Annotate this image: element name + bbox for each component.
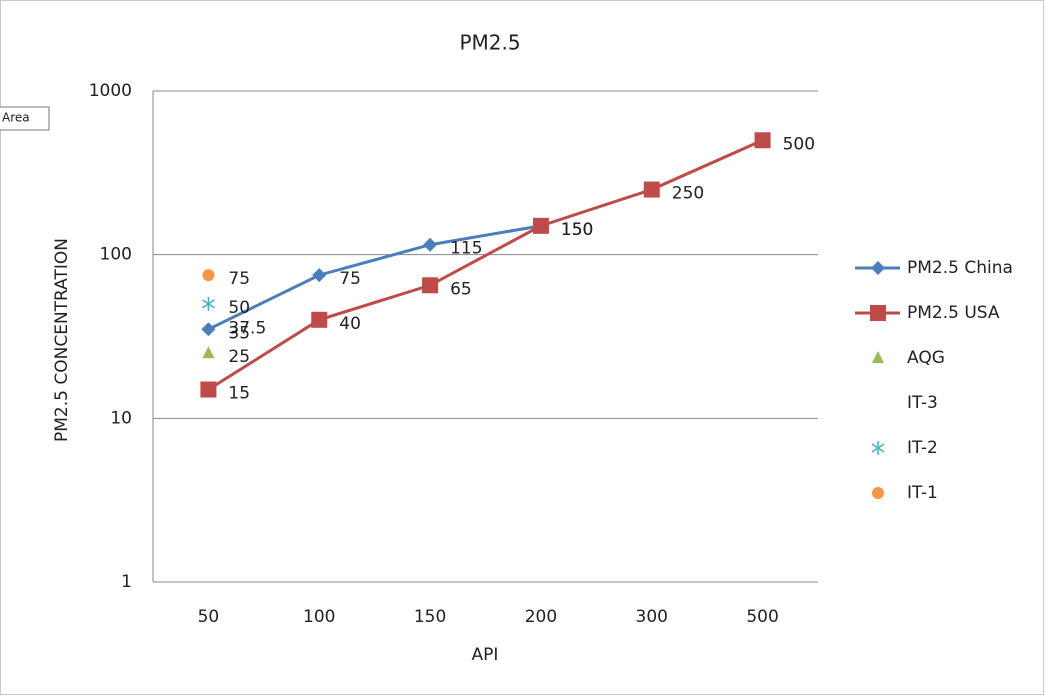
marker: [870, 305, 886, 321]
chart-title: PM2.5: [459, 31, 520, 55]
data-label: 500: [783, 134, 815, 154]
marker: [532, 217, 549, 234]
data-label: 37.5: [228, 318, 266, 338]
x-tick-label: 300: [636, 607, 668, 627]
marker: [871, 441, 885, 455]
marker: [872, 487, 884, 499]
marker: [422, 277, 439, 294]
data-label: 65: [450, 279, 472, 299]
legend-label: IT-1: [907, 483, 938, 503]
y-tick-label: 1000: [89, 81, 132, 101]
series-line: [207, 224, 542, 331]
x-tick-label: 50: [198, 607, 220, 627]
x-tick-label: 500: [746, 607, 778, 627]
data-label: 75: [339, 269, 361, 289]
y-tick-label: 1: [121, 572, 132, 592]
marker: [200, 381, 217, 398]
y-tick-label: 100: [100, 245, 132, 265]
data-label: 40: [339, 314, 361, 334]
marker: [201, 322, 216, 337]
legend-label: IT-2: [907, 438, 938, 458]
data-label: 35: [228, 323, 250, 343]
tooltip: Area: [0, 106, 50, 131]
marker: [202, 296, 215, 311]
x-tick-label: 150: [414, 607, 446, 627]
marker: [643, 181, 660, 198]
legend-label: PM2.5 China: [907, 258, 1013, 278]
data-label: 115: [450, 239, 482, 259]
y-tick-label: 10: [110, 408, 132, 428]
x-tick-label: 100: [303, 607, 335, 627]
tooltip-box: [0, 106, 50, 131]
marker: [423, 237, 438, 252]
marker: [202, 346, 215, 359]
marker: [202, 269, 215, 282]
marker: [311, 311, 328, 328]
marker: [312, 268, 327, 283]
data-label: 75: [228, 269, 250, 289]
data-label: 50: [228, 298, 250, 318]
data-label: 250: [672, 184, 704, 204]
tooltip-text: Area: [2, 111, 30, 125]
x-tick-label: 200: [525, 607, 557, 627]
marker: [754, 132, 771, 149]
legend-label: AQG: [907, 348, 945, 368]
marker: [871, 261, 885, 275]
legend-label: PM2.5 USA: [907, 303, 1000, 323]
series-line: [207, 138, 764, 391]
data-label: 15: [228, 384, 250, 404]
legend-label: IT-3: [907, 393, 938, 413]
y-axis-title: PM2.5 CONCENTRATION: [52, 238, 72, 442]
data-label: 150: [561, 220, 593, 240]
marker: [872, 351, 884, 363]
data-label: 150: [561, 220, 593, 240]
x-axis-title: API: [472, 645, 499, 665]
data-label: 25: [228, 347, 250, 367]
